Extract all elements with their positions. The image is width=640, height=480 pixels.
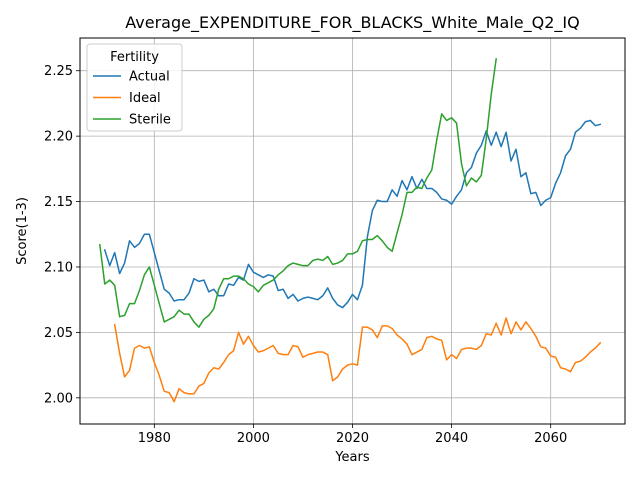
y-tick-label: 2.15 <box>44 195 73 210</box>
x-tick-label: 2000 <box>237 431 270 446</box>
legend-label-sterile: Sterile <box>129 113 171 128</box>
legend-label-ideal: Ideal <box>129 91 161 106</box>
y-tick-label: 2.20 <box>44 130 73 145</box>
x-tick-label: 2060 <box>534 431 567 446</box>
y-tick-label: 2.05 <box>44 326 73 341</box>
series-line-actual <box>103 119 602 309</box>
legend-label-actual: Actual <box>129 70 170 85</box>
series-line-sterile <box>98 58 498 328</box>
axis-ticks: 1980 2000 2020 2040 2060 2.00 2.05 2.10 2.15 2.20… <box>44 64 567 446</box>
x-axis-label: Years <box>334 450 370 465</box>
x-tick-label: 2020 <box>336 431 369 446</box>
chart-title: Average_EXPENDITURE_FOR_BLACKS_White_Mal… <box>125 13 579 33</box>
legend: Fertility Actual Ideal Sterile <box>86 43 183 132</box>
legend-title: Fertility <box>110 50 159 65</box>
y-tick-label: 2.00 <box>44 391 73 406</box>
x-tick-label: 2040 <box>435 431 468 446</box>
y-axis-label: Score(1-3) <box>15 197 30 265</box>
legend-box <box>86 43 183 132</box>
x-tick-label: 1980 <box>138 431 171 446</box>
series-layer <box>98 58 602 403</box>
y-tick-label: 2.25 <box>44 64 73 79</box>
series-line-ideal <box>113 317 602 403</box>
y-tick-label: 2.10 <box>44 260 73 275</box>
